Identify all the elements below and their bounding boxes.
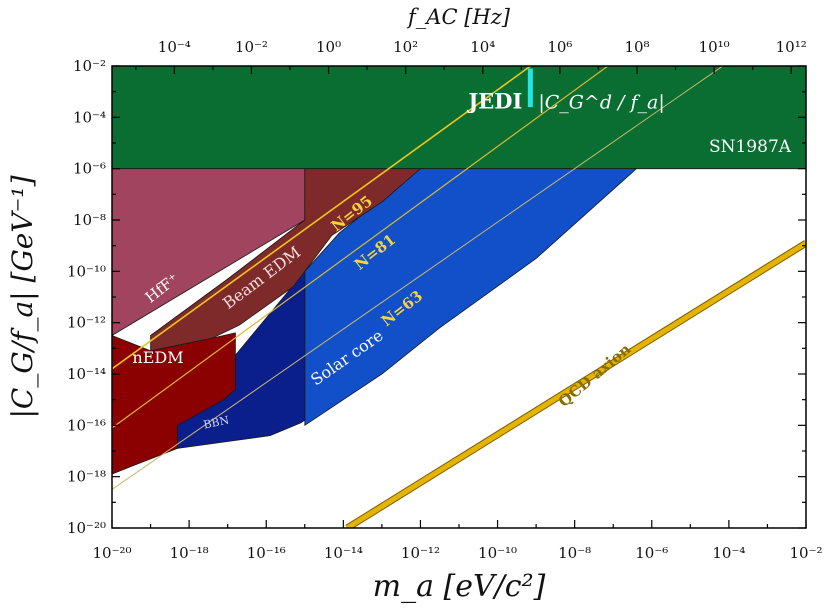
x-tick-label: 10⁻¹⁶ bbox=[247, 544, 286, 562]
beam-edm-region bbox=[150, 168, 422, 352]
y-axis-title: |C_G/f_a| [GeV⁻¹] bbox=[6, 175, 39, 418]
x-axis-ticks: 10⁻²⁰ 10⁻¹⁸ 10⁻¹⁶ 10⁻¹⁴ 10⁻¹² 10⁻¹⁰ 10⁻⁸ 10⁻⁶ 10… bbox=[92, 520, 823, 562]
nedm-label: nEDM bbox=[132, 348, 183, 367]
x-tick-label: 10⁻¹² bbox=[401, 544, 440, 562]
nedm-region bbox=[112, 332, 236, 475]
top-tick-label: 10⁶ bbox=[547, 38, 572, 56]
y-tick-label: 10⁻⁸ bbox=[73, 211, 106, 229]
y-tick-label: 10⁻²⁰ bbox=[67, 519, 106, 537]
exclusion-regions bbox=[112, 66, 806, 475]
n95-line bbox=[112, 66, 532, 370]
jedi-marker-group: JEDI |C_G^d / f_a| bbox=[466, 68, 665, 113]
top-tick-label: 10⁸ bbox=[624, 38, 649, 56]
bbn-label: BBN bbox=[202, 413, 230, 431]
jedi-formula: |C_G^d / f_a| bbox=[538, 91, 664, 113]
top-tick-label: 10⁰ bbox=[316, 38, 341, 56]
sn1987a-label: SN1987A bbox=[709, 137, 792, 157]
n63-line bbox=[112, 66, 724, 490]
y-tick-label: 10⁻¹⁴ bbox=[67, 365, 106, 383]
x-tick-label: 10⁻⁴ bbox=[712, 544, 745, 562]
qcd-axion-line bbox=[345, 240, 806, 528]
top-tick-label: 10⁴ bbox=[470, 38, 495, 56]
top-tick-label: 10⁻⁴ bbox=[158, 38, 191, 56]
y-tick-label: 10⁻¹⁶ bbox=[67, 416, 106, 434]
x-tick-label: 10⁻¹⁴ bbox=[324, 544, 363, 562]
solar-core-region bbox=[304, 168, 638, 427]
y-tick-label: 10⁻⁶ bbox=[73, 160, 106, 178]
y-tick-label: 10⁻¹⁸ bbox=[67, 468, 106, 486]
y-tick-label: 10⁻¹⁰ bbox=[67, 262, 106, 280]
top-tick-label: 10¹² bbox=[776, 38, 807, 56]
y-tick-label: 10⁻¹² bbox=[67, 314, 106, 332]
x-tick-label: 10⁻⁸ bbox=[558, 544, 591, 562]
x-tick-label: 10⁻¹⁰ bbox=[478, 544, 517, 562]
x-tick-label: 10⁻⁶ bbox=[635, 544, 668, 562]
x-tick-label: 10⁻¹⁸ bbox=[170, 544, 209, 562]
jedi-label: JEDI bbox=[466, 88, 522, 113]
y-tick-label: 10⁻⁴ bbox=[73, 108, 106, 126]
top-tick-label: 10⁻² bbox=[235, 38, 268, 56]
top-tick-label: 10² bbox=[393, 38, 418, 56]
y-axis-ticks: 10⁻² 10⁻⁴ 10⁻⁶ 10⁻⁸ 10⁻¹⁰ 10⁻¹² 10⁻¹⁴ 10⁻¹⁶ 10⁻¹… bbox=[67, 57, 806, 537]
x-tick-label: 10⁻² bbox=[789, 544, 822, 562]
x-axis-title: m_a [eV/c²] bbox=[373, 569, 546, 604]
x-tick-label: 10⁻²⁰ bbox=[92, 544, 131, 562]
top-axis-title: f_AC [Hz] bbox=[406, 5, 511, 29]
reference-lines bbox=[112, 66, 806, 528]
axis-titles: m_a [eV/c²] f_AC [Hz] |C_G/f_a| [GeV⁻¹] bbox=[6, 5, 546, 604]
qcd-axion-label: QCD axion bbox=[555, 340, 634, 411]
top-axis-ticks: 10⁻⁴ 10⁻² 10⁰ 10² 10⁴ 10⁶ 10⁸ 10¹⁰ 10¹² bbox=[135, 38, 807, 74]
y-tick-label: 10⁻² bbox=[73, 57, 106, 75]
n81-line bbox=[112, 66, 609, 429]
top-tick-label: 10¹⁰ bbox=[699, 38, 730, 56]
